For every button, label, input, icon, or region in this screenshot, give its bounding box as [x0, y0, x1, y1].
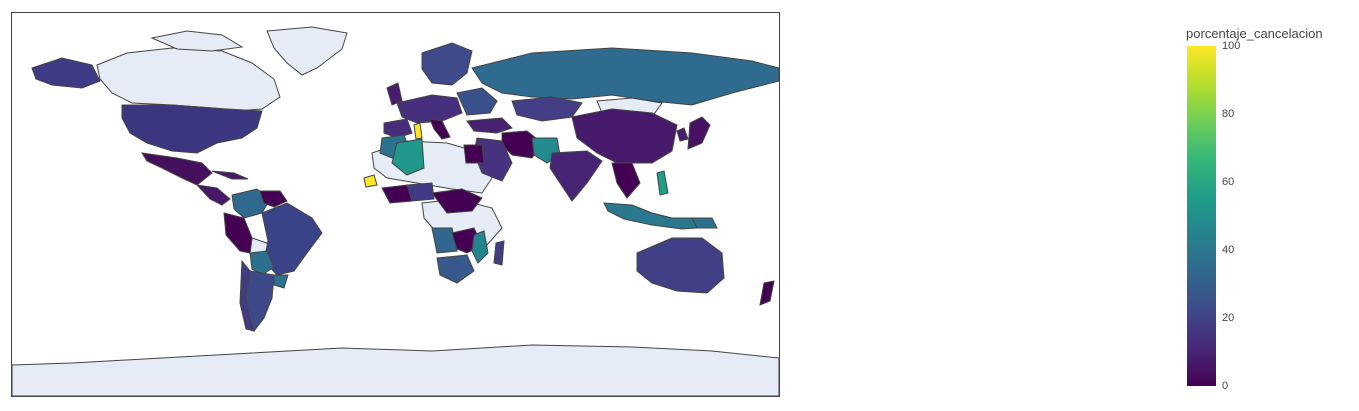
country-algeria [391, 138, 425, 176]
country-angola [431, 227, 458, 254]
land-greenland [266, 26, 348, 76]
country-central-america [195, 184, 231, 206]
country-scandinavia [421, 42, 473, 86]
country-cuba [211, 170, 249, 180]
country-mozambique [471, 230, 489, 264]
country-uk [386, 82, 403, 106]
land-canada-islands [150, 30, 244, 52]
land-canada [96, 47, 281, 112]
country-chile [239, 259, 255, 332]
country-south-africa [436, 254, 475, 284]
colorbar-tick-40: 40 [1222, 244, 1235, 256]
country-east-central-africa [431, 188, 483, 214]
country-alaska [31, 57, 101, 89]
country-korea [676, 127, 689, 142]
country-uruguay [273, 274, 289, 289]
country-kazakhstan [511, 96, 583, 122]
colorbar-legend: porcentaje_cancelacion 100 80 60 40 20 0 [1186, 26, 1356, 396]
colorbar-tick-60: 60 [1222, 176, 1235, 188]
map-svg [12, 26, 779, 396]
country-india [549, 150, 603, 202]
country-se-asia [611, 162, 641, 199]
country-usa [121, 104, 263, 154]
country-east-europe [456, 87, 498, 116]
country-senegal [363, 174, 378, 188]
country-australia [636, 237, 725, 294]
country-west-europe [396, 94, 463, 124]
country-peru [223, 212, 253, 254]
country-papua [691, 217, 718, 229]
country-egypt [463, 144, 485, 164]
country-new-zealand [759, 280, 775, 306]
country-russia [471, 47, 779, 106]
colorbar-tick-20: 20 [1222, 312, 1235, 324]
country-japan [687, 116, 711, 150]
country-china [571, 108, 678, 164]
land-antarctica [12, 344, 779, 396]
colorbar-tick-100: 100 [1222, 40, 1241, 52]
colorbar-gradient [1187, 46, 1216, 386]
colorbar-tick-80: 80 [1222, 108, 1235, 120]
country-philippines [656, 170, 669, 196]
country-italy [429, 118, 451, 140]
country-nigeria [406, 182, 435, 202]
world-choropleth-map[interactable] [11, 12, 780, 397]
country-venezuela [259, 190, 288, 208]
country-turkey [466, 117, 513, 134]
colorbar-title: porcentaje_cancelacion [1186, 26, 1323, 41]
country-bolivia [249, 250, 275, 276]
country-madagascar [493, 240, 505, 266]
country-tunisia [413, 122, 423, 140]
country-iberia [383, 118, 413, 139]
colorbar-tick-0: 0 [1222, 380, 1229, 392]
country-mexico [141, 152, 213, 186]
